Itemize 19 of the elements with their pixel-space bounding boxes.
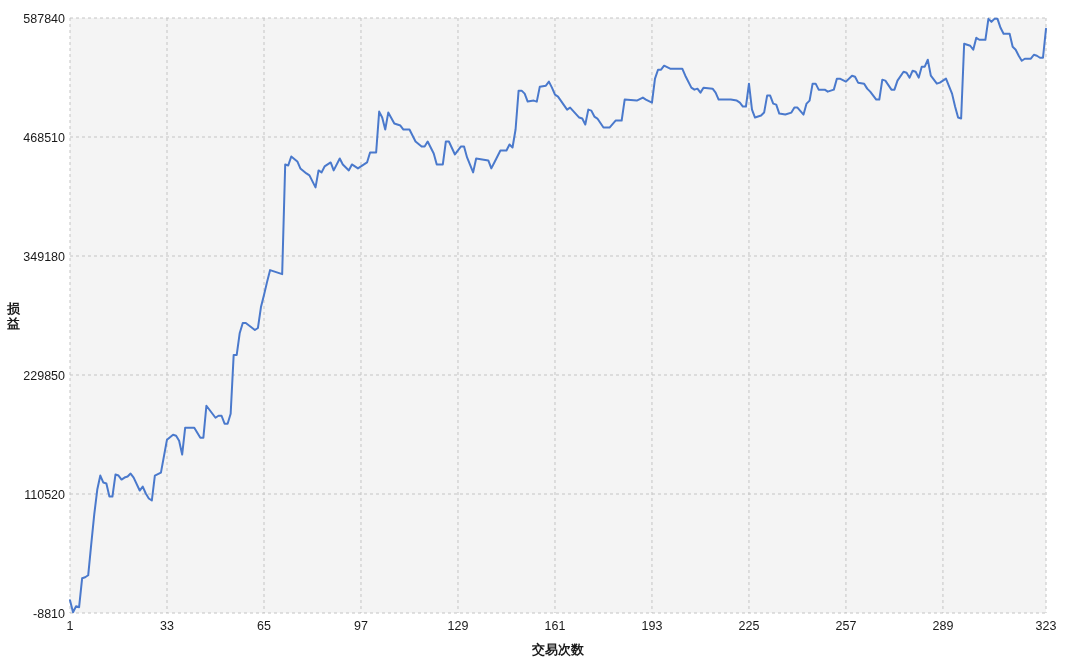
- y-tick-label: 229850: [23, 368, 66, 383]
- y-tick-label: 349180: [23, 249, 66, 264]
- x-tick-label: 65: [257, 619, 271, 633]
- y-tick-label: 110520: [24, 487, 66, 502]
- x-tick-label: 33: [160, 619, 174, 633]
- x-tick-label: 323: [1035, 619, 1057, 633]
- x-tick-label: 97: [354, 619, 368, 633]
- x-tick-label: 1: [66, 619, 74, 633]
- x-tick-label: 161: [544, 619, 566, 633]
- x-tick-label: 289: [932, 619, 954, 633]
- x-tick-label: 257: [835, 619, 857, 633]
- y-tick-label: -8810: [33, 606, 66, 621]
- x-tick-label: 193: [641, 619, 663, 633]
- y-axis-title: 损益: [5, 301, 21, 331]
- x-axis-title: 交易次数: [531, 642, 585, 657]
- y-tick-label: 468510: [23, 130, 66, 145]
- y-tick-label: 587840: [23, 11, 66, 26]
- x-tick-label: 225: [738, 619, 760, 633]
- x-tick-label: 129: [447, 619, 469, 633]
